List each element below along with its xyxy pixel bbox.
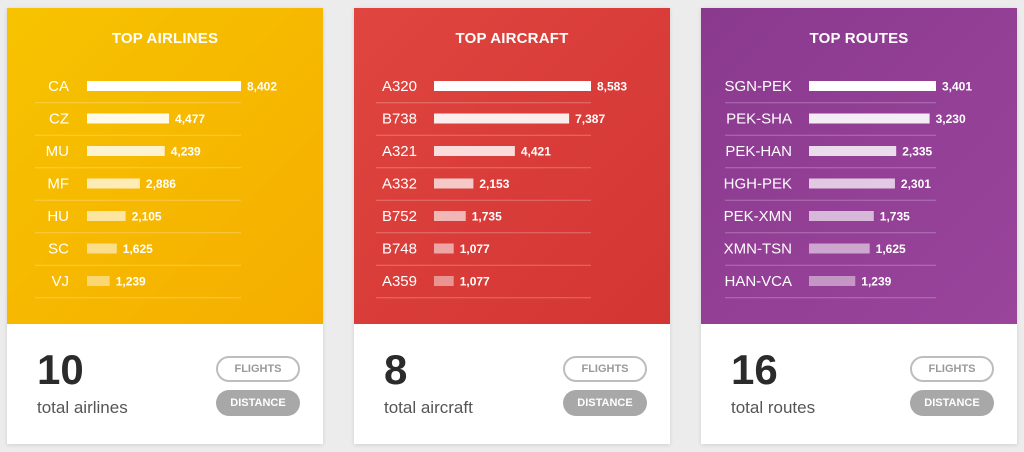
value-label: 2,105 [132, 210, 162, 224]
bar[interactable] [434, 243, 454, 254]
value-label: 1,735 [880, 210, 910, 224]
bar[interactable] [87, 276, 110, 286]
bar[interactable] [809, 81, 936, 91]
category-label: B738 [382, 111, 417, 128]
category-label: XMN-TSN [724, 241, 792, 258]
airlines-flights-toggle[interactable]: FLIGHTS [216, 356, 300, 382]
bar[interactable] [87, 81, 241, 91]
category-label: A320 [382, 78, 417, 95]
top-aircraft-card: TOP AIRCRAFT A320 8,583 B738 7,387 A321 4,421… [354, 8, 670, 444]
bar[interactable] [434, 81, 591, 91]
top-routes-chart: SGN-PEK 3,401 PEK-SHA 3,230 PEK-HAN 2,335 HGH-… [724, 78, 972, 299]
category-label: PEK-SHA [726, 111, 792, 128]
value-label: 2,886 [146, 177, 176, 191]
bar[interactable] [809, 113, 930, 124]
category-label: HAN-VCA [724, 273, 792, 290]
bar[interactable] [87, 178, 140, 189]
bar[interactable] [87, 243, 117, 254]
category-label: PEK-HAN [725, 143, 792, 160]
top-airlines-card: TOP AIRLINES CA 8,402 CZ 4,477 MU 4,239 MF 2,88… [7, 8, 323, 444]
category-label: SC [48, 241, 69, 258]
total-routes-value: 16 [731, 346, 778, 393]
top-routes-title: TOP ROUTES [809, 30, 909, 47]
top-aircraft-chart: A320 8,583 B738 7,387 A321 4,421 A332 2,153 B752… [376, 78, 627, 299]
category-label: B748 [382, 241, 417, 258]
total-routes-label: total routes [731, 398, 816, 417]
value-label: 3,401 [942, 80, 972, 94]
total-airlines-label: total airlines [37, 398, 128, 417]
aircraft-distance-toggle[interactable]: DISTANCE [563, 390, 647, 416]
category-label: MU [46, 143, 69, 160]
category-label: A359 [382, 273, 417, 290]
category-label: MF [47, 176, 69, 193]
value-label: 2,301 [901, 177, 931, 191]
value-label: 4,421 [521, 145, 551, 159]
category-label: VJ [51, 273, 69, 290]
category-label: CZ [49, 111, 69, 128]
airlines-distance-toggle[interactable]: DISTANCE [216, 390, 300, 416]
routes-distance-toggle[interactable]: DISTANCE [910, 390, 994, 416]
value-label: 1,077 [460, 275, 490, 289]
value-label: 8,402 [247, 80, 277, 94]
value-label: 2,153 [479, 177, 509, 191]
value-label: 8,583 [597, 80, 627, 94]
top-routes-chart-panel: TOP ROUTES SGN-PEK 3,401 PEK-SHA 3,230 PEK-H… [701, 8, 1017, 324]
value-label: 4,477 [175, 112, 205, 126]
category-label: A332 [382, 176, 417, 193]
top-aircraft-chart-panel: TOP AIRCRAFT A320 8,583 B738 7,387 A321 4,421… [354, 8, 670, 324]
value-label: 2,335 [902, 145, 932, 159]
category-label: B752 [382, 208, 417, 225]
top-aircraft-title: TOP AIRCRAFT [455, 30, 569, 47]
category-label: HU [47, 208, 69, 225]
value-label: 7,387 [575, 112, 605, 126]
category-label: SGN-PEK [724, 78, 792, 95]
value-label: 3,230 [936, 112, 966, 126]
value-label: 1,625 [876, 242, 906, 256]
category-label: A321 [382, 143, 417, 160]
value-label: 1,077 [460, 242, 490, 256]
value-label: 1,239 [116, 275, 146, 289]
bar[interactable] [434, 178, 474, 189]
bar[interactable] [809, 276, 856, 286]
category-label: HGH-PEK [724, 176, 792, 193]
total-aircraft-label: total aircraft [384, 398, 473, 417]
top-airlines-chart: CA 8,402 CZ 4,477 MU 4,239 MF 2,886 HU 2,105 SC 1,6… [35, 78, 277, 299]
value-label: 1,625 [123, 242, 153, 256]
routes-flights-toggle[interactable]: FLIGHTS [910, 356, 994, 382]
bar[interactable] [434, 211, 466, 221]
bar[interactable] [434, 146, 515, 156]
bar[interactable] [809, 178, 895, 189]
bar[interactable] [87, 113, 170, 124]
category-label: PEK-XMN [724, 208, 792, 225]
bar[interactable] [809, 211, 874, 221]
bar[interactable] [434, 113, 570, 124]
value-label: 1,239 [861, 275, 891, 289]
value-label: 1,735 [472, 210, 502, 224]
bar[interactable] [809, 146, 897, 156]
bar[interactable] [434, 276, 454, 286]
top-airlines-chart-panel: TOP AIRLINES CA 8,402 CZ 4,477 MU 4,239 MF 2,88… [7, 8, 323, 324]
top-airlines-title: TOP AIRLINES [111, 30, 219, 47]
bar[interactable] [87, 211, 126, 221]
total-airlines-value: 10 [37, 346, 84, 393]
value-label: 4,239 [171, 145, 201, 159]
top-routes-card: TOP ROUTES SGN-PEK 3,401 PEK-SHA 3,230 PEK-H… [701, 8, 1017, 444]
category-label: CA [48, 78, 69, 95]
total-aircraft-value: 8 [384, 346, 408, 393]
aircraft-flights-toggle[interactable]: FLIGHTS [563, 356, 647, 382]
bar[interactable] [87, 146, 165, 156]
bar[interactable] [809, 243, 870, 254]
